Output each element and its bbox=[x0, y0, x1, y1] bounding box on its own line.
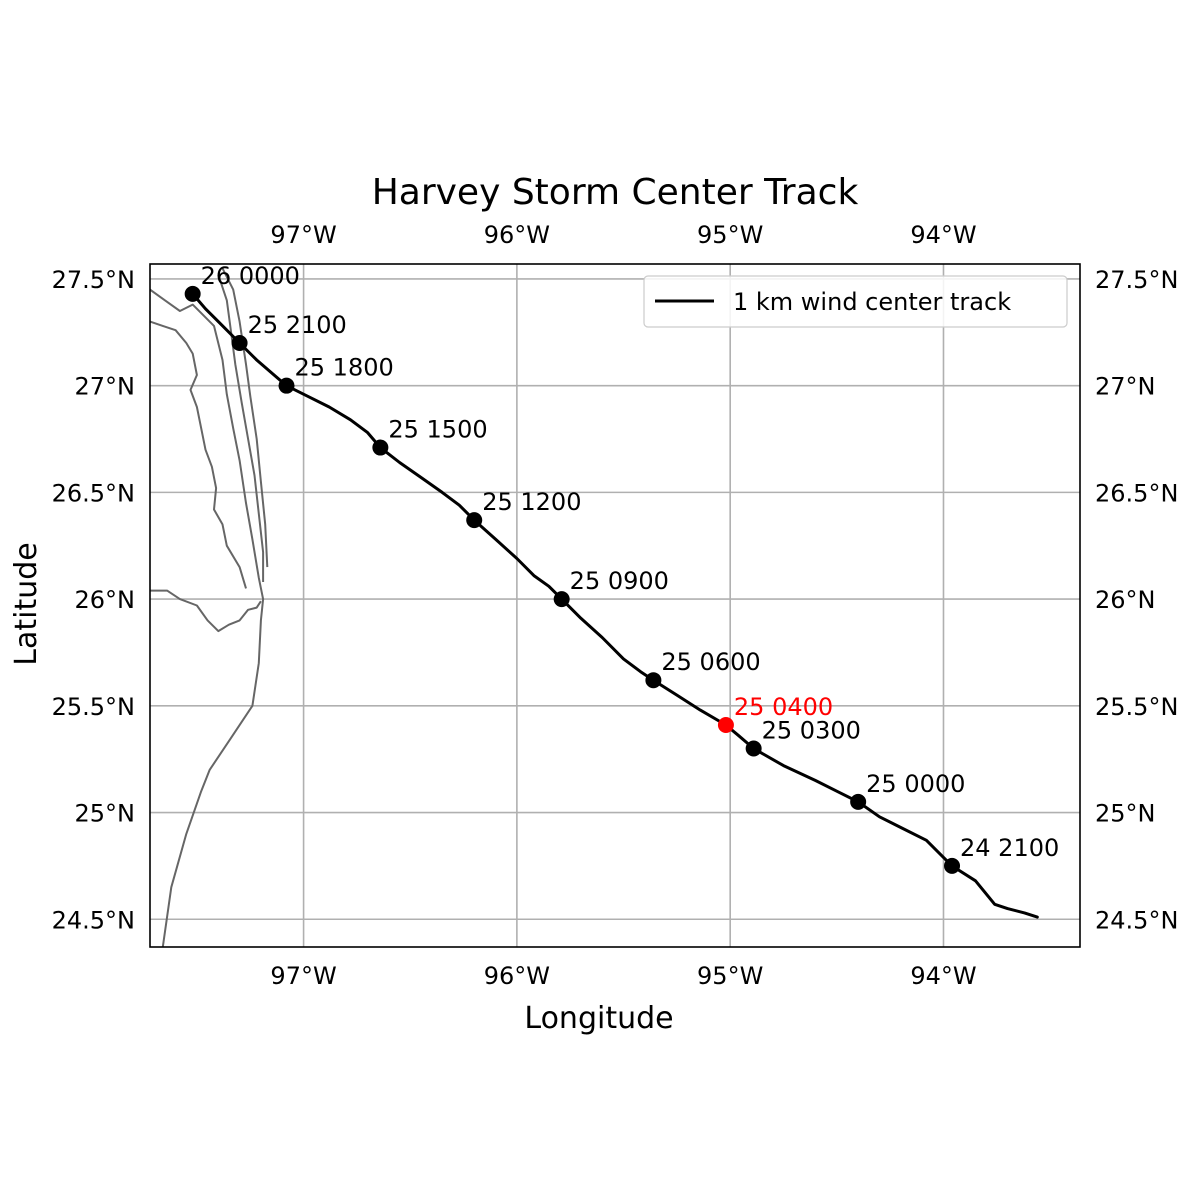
coastline bbox=[150, 288, 265, 947]
y-tick-label-right: 25.5°N bbox=[1095, 693, 1178, 721]
y-axis-title: Latitude bbox=[9, 542, 44, 665]
y-tick-label-left: 26°N bbox=[75, 586, 136, 614]
y-tick-label-right: 27.5°N bbox=[1095, 266, 1178, 294]
x-tick-label-bottom: 96°W bbox=[484, 962, 550, 990]
y-tick-label-right: 27°N bbox=[1095, 373, 1156, 401]
track-point-label: 25 0300 bbox=[762, 717, 861, 745]
track-point-label: 25 2100 bbox=[248, 311, 347, 339]
track-point-label: 25 0600 bbox=[661, 648, 760, 676]
highlighted-track-point bbox=[717, 717, 734, 734]
y-tick-label-left: 27.5°N bbox=[52, 266, 135, 294]
track-point bbox=[278, 377, 295, 394]
track-point-label: 25 1800 bbox=[295, 354, 394, 382]
legend-box bbox=[643, 275, 1068, 328]
x-axis-title: Longitude bbox=[524, 1001, 673, 1036]
track-points bbox=[184, 285, 961, 874]
track-point bbox=[231, 334, 248, 351]
track-point-label: 25 1500 bbox=[388, 416, 487, 444]
track-layer bbox=[191, 292, 1039, 919]
x-tick-label-top: 97°W bbox=[270, 221, 336, 249]
y-tick-label-left: 25.5°N bbox=[52, 693, 135, 721]
x-tick-label-bottom: 97°W bbox=[270, 962, 336, 990]
y-tick-label-right: 25°N bbox=[1095, 800, 1156, 828]
track-point-label: 24 2100 bbox=[960, 834, 1059, 862]
track-point bbox=[466, 512, 483, 529]
x-tick-label-top: 95°W bbox=[697, 221, 763, 249]
coastline bbox=[150, 589, 262, 633]
wind-center-track-line bbox=[191, 292, 1039, 919]
track-point-label: 25 0900 bbox=[570, 567, 669, 595]
y-tick-label-left: 26.5°N bbox=[52, 479, 135, 507]
coastline bbox=[221, 267, 269, 568]
y-tick-label-right: 26°N bbox=[1095, 586, 1156, 614]
track-point bbox=[184, 285, 201, 302]
track-point bbox=[372, 439, 389, 456]
axis-ticks: 97°W 97°W 96°W 96°W 95°W 95°W 94°W 94°W 27.5°N 27… bbox=[52, 221, 1179, 990]
y-tick-label-right: 26.5°N bbox=[1095, 479, 1178, 507]
y-tick-label-left: 25°N bbox=[75, 800, 136, 828]
chart-title: Harvey Storm Center Track bbox=[372, 172, 859, 213]
plot-frame bbox=[149, 263, 1081, 948]
track-point bbox=[745, 740, 762, 757]
y-tick-label-right: 24.5°N bbox=[1095, 906, 1178, 934]
track-point-label: 25 0000 bbox=[866, 770, 965, 798]
point-labels: 26 0000 25 2100 25 1800 25 1500 25 1200 25 09… bbox=[201, 262, 1060, 862]
track-point bbox=[944, 857, 961, 874]
y-tick-label-left: 24.5°N bbox=[52, 906, 135, 934]
y-tick-label-left: 27°N bbox=[75, 373, 136, 401]
track-point bbox=[553, 591, 570, 608]
x-tick-label-top: 94°W bbox=[910, 221, 976, 249]
coastlines bbox=[150, 267, 269, 947]
x-tick-label-top: 96°W bbox=[484, 221, 550, 249]
track-point-label: 25 1200 bbox=[482, 488, 581, 516]
coastline bbox=[217, 274, 265, 582]
legend: 1 km wind center track bbox=[643, 275, 1068, 328]
x-tick-label-bottom: 95°W bbox=[697, 962, 763, 990]
coastline bbox=[150, 320, 247, 589]
gridlines bbox=[150, 264, 1080, 947]
x-tick-label-bottom: 94°W bbox=[910, 962, 976, 990]
track-point-label: 26 0000 bbox=[201, 262, 300, 290]
track-point-label: 25 0400 bbox=[734, 693, 833, 721]
legend-label: 1 km wind center track bbox=[733, 288, 1011, 316]
track-point bbox=[850, 793, 867, 810]
track-point bbox=[645, 672, 662, 689]
